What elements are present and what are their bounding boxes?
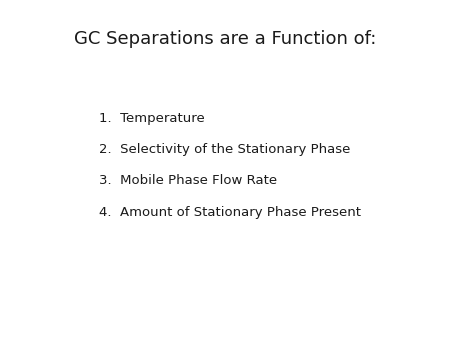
Text: GC Separations are a Function of:: GC Separations are a Function of:: [74, 30, 376, 48]
Text: 1.  Temperature: 1. Temperature: [99, 112, 205, 124]
Text: 3.  Mobile Phase Flow Rate: 3. Mobile Phase Flow Rate: [99, 174, 277, 187]
Text: 4.  Amount of Stationary Phase Present: 4. Amount of Stationary Phase Present: [99, 206, 361, 219]
Text: 2.  Selectivity of the Stationary Phase: 2. Selectivity of the Stationary Phase: [99, 143, 351, 156]
